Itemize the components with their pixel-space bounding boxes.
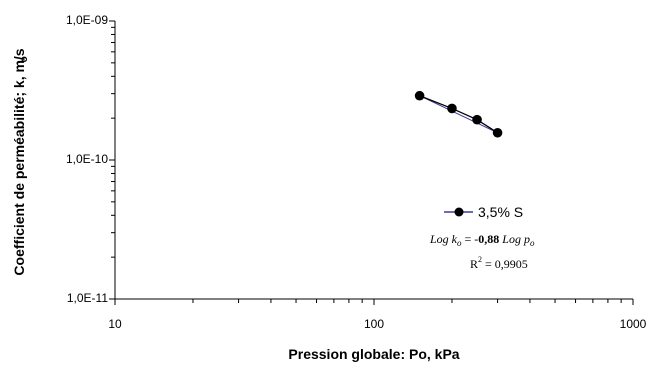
y-tick-label-1e-11: 1,0E-11 — [67, 291, 108, 305]
x-axis-title: Pression globale: Po, kPa — [288, 346, 459, 362]
data-point — [492, 127, 503, 138]
equation-annotation: Log ko = -0,88 Log po — [429, 232, 535, 248]
legend-label: 3,5% S — [478, 204, 523, 220]
data-point — [414, 90, 425, 101]
y-axis-title-subscript: o — [19, 56, 30, 62]
fit-line — [419, 95, 498, 134]
y-tick-label-1e-9: 1,0E-09 — [66, 13, 108, 27]
eq-coef: 0,88 — [478, 232, 499, 246]
axes — [109, 20, 634, 305]
eq-log-p: Log p — [499, 232, 530, 246]
eq-k-sub: o — [457, 238, 462, 248]
y-tick-label-1e-10: 1,0E-10 — [66, 152, 108, 166]
legend-marker — [454, 207, 464, 217]
r2-r: R — [470, 257, 478, 271]
y-axis-title-main: Coefficient de perméabilité; k, m/s — [11, 48, 27, 275]
data-point — [472, 114, 482, 125]
r2-value: = 0,9905 — [482, 257, 528, 271]
r2-sup: 2 — [478, 255, 482, 264]
x-tick-label-1000: 1000 — [620, 317, 647, 331]
y-axis-title: Coefficient de perméabilité; k, m/so — [11, 48, 30, 275]
eq-equals: = - — [462, 232, 479, 246]
series-line — [419, 95, 498, 134]
x-tick-label-10: 10 — [108, 317, 122, 331]
series-layer — [414, 90, 503, 138]
eq-log: Log k — [429, 232, 458, 246]
r2-annotation: R2 = 0,9905 — [470, 255, 528, 271]
x-tick-label-100: 100 — [364, 317, 384, 331]
data-point — [447, 103, 457, 114]
eq-p-sub: o — [530, 238, 535, 248]
